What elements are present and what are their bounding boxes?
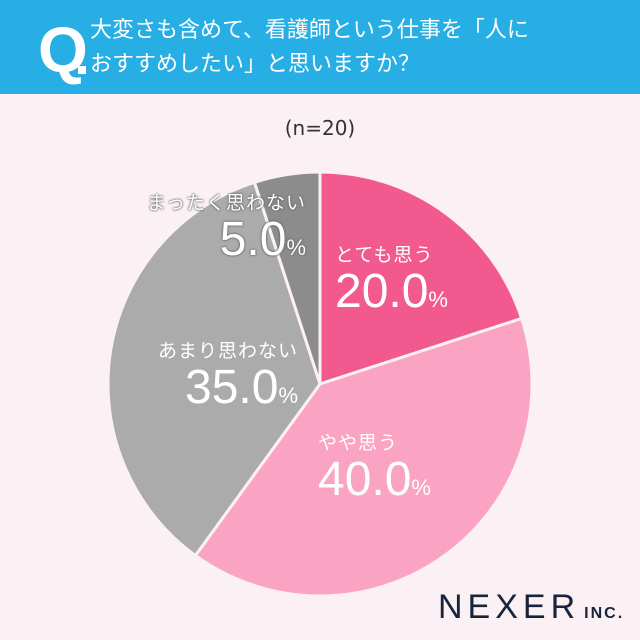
pie-slice bbox=[106, 180, 322, 558]
pie-slice bbox=[193, 316, 534, 598]
nexer-logo: NEXER INC. bbox=[438, 588, 625, 626]
label-mattaku: まったく思わない 5.0% bbox=[146, 192, 306, 266]
label-totemo: とても思う 20.0% bbox=[335, 244, 448, 318]
pie-slice bbox=[318, 170, 524, 387]
label-amari: あまり思わない 35.0% bbox=[157, 340, 298, 414]
sample-size: (n=20) bbox=[284, 116, 356, 140]
label-yaya: やや思う 40.0% bbox=[318, 432, 431, 506]
question-header: Q 大変さも含めて、看護師という仕事を「人に おすすめしたい」と思いますか？ bbox=[0, 0, 640, 94]
q-dot bbox=[78, 66, 86, 74]
question-text: 大変さも含めて、看護師という仕事を「人に おすすめしたい」と思いますか？ bbox=[90, 18, 529, 77]
pie-slice bbox=[252, 170, 322, 385]
